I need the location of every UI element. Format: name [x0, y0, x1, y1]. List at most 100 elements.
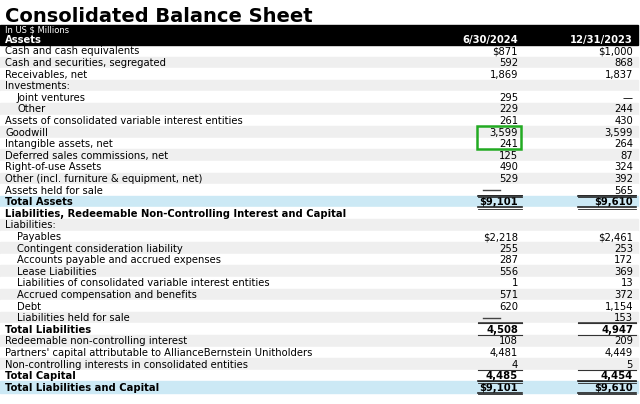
Text: 295: 295 — [499, 93, 518, 103]
Text: Redeemable non-controlling interest: Redeemable non-controlling interest — [5, 337, 187, 347]
Text: Liabilities of consolidated variable interest entities: Liabilities of consolidated variable int… — [17, 278, 269, 288]
Text: Intangible assets, net: Intangible assets, net — [5, 139, 113, 149]
Text: 229: 229 — [499, 105, 518, 114]
Bar — [0, 103, 638, 115]
Text: Assets: Assets — [5, 35, 42, 45]
Text: 3,599: 3,599 — [605, 128, 633, 138]
Text: $2,218: $2,218 — [483, 232, 518, 242]
Text: 241: 241 — [499, 139, 518, 149]
Text: 108: 108 — [499, 337, 518, 347]
Text: 490: 490 — [499, 162, 518, 173]
Bar — [0, 207, 638, 219]
Text: Payables: Payables — [17, 232, 61, 242]
Text: Other (incl. furniture & equipment, net): Other (incl. furniture & equipment, net) — [5, 174, 202, 184]
Text: Total Liabilities: Total Liabilities — [5, 325, 91, 335]
Bar — [0, 358, 638, 370]
Text: Cash and securities, segregated: Cash and securities, segregated — [5, 58, 166, 68]
Text: $2,461: $2,461 — [598, 232, 633, 242]
Text: 4,947: 4,947 — [601, 325, 633, 335]
Text: Partners' capital attributable to AllianceBernstein Unitholders: Partners' capital attributable to Allian… — [5, 348, 312, 358]
Bar — [0, 138, 638, 149]
Text: Receivables, net: Receivables, net — [5, 70, 87, 80]
Text: 4,481: 4,481 — [490, 348, 518, 358]
Bar — [0, 45, 638, 57]
Text: Goodwill: Goodwill — [5, 128, 48, 138]
Text: Liabilities held for sale: Liabilities held for sale — [17, 313, 130, 323]
Bar — [0, 149, 638, 161]
Text: 287: 287 — [499, 255, 518, 265]
Text: Accounts payable and accrued expenses: Accounts payable and accrued expenses — [17, 255, 221, 265]
Bar — [0, 126, 638, 138]
Text: Lease Liabilities: Lease Liabilities — [17, 267, 97, 277]
Text: Other: Other — [17, 105, 45, 114]
Text: 4,485: 4,485 — [486, 371, 518, 381]
Text: 1,869: 1,869 — [490, 70, 518, 80]
Text: 5: 5 — [627, 360, 633, 370]
Text: $9,610: $9,610 — [595, 383, 633, 393]
Text: Contingent consideration liability: Contingent consideration liability — [17, 244, 183, 254]
Bar — [0, 242, 638, 254]
Text: 125: 125 — [499, 151, 518, 161]
Text: Cash and cash equivalents: Cash and cash equivalents — [5, 46, 140, 57]
Bar — [477, 126, 521, 149]
Text: 556: 556 — [499, 267, 518, 277]
Text: In US $ Millions: In US $ Millions — [5, 26, 69, 35]
Text: Consolidated Balance Sheet: Consolidated Balance Sheet — [5, 7, 312, 26]
Text: 4,454: 4,454 — [601, 371, 633, 381]
Bar — [0, 161, 638, 173]
Text: 1: 1 — [511, 278, 518, 288]
Text: 87: 87 — [620, 151, 633, 161]
Text: 430: 430 — [614, 116, 633, 126]
Text: Total Capital: Total Capital — [5, 371, 76, 381]
Bar — [0, 57, 638, 68]
Text: Total Assets: Total Assets — [5, 197, 73, 207]
Text: 324: 324 — [614, 162, 633, 173]
Text: Investments:: Investments: — [5, 81, 70, 91]
Bar — [0, 277, 638, 288]
Text: 529: 529 — [499, 174, 518, 184]
Bar — [0, 300, 638, 312]
Text: 392: 392 — [614, 174, 633, 184]
Bar — [0, 80, 638, 91]
Bar — [0, 25, 638, 45]
Bar — [0, 173, 638, 184]
Text: 253: 253 — [614, 244, 633, 254]
Text: 620: 620 — [499, 302, 518, 312]
Text: $9,101: $9,101 — [479, 197, 518, 207]
Bar — [0, 219, 638, 231]
Text: 264: 264 — [614, 139, 633, 149]
Text: 565: 565 — [614, 186, 633, 196]
Text: Assets of consolidated variable interest entities: Assets of consolidated variable interest… — [5, 116, 243, 126]
Text: 1,154: 1,154 — [605, 302, 633, 312]
Bar — [0, 231, 638, 242]
Text: $9,101: $9,101 — [479, 383, 518, 393]
Text: 209: 209 — [614, 337, 633, 347]
Text: Liabilities:: Liabilities: — [5, 221, 56, 231]
Bar — [0, 381, 638, 393]
Text: Joint ventures: Joint ventures — [17, 93, 86, 103]
Text: 369: 369 — [614, 267, 633, 277]
Bar — [0, 196, 638, 207]
Text: 592: 592 — [499, 58, 518, 68]
Text: 255: 255 — [499, 244, 518, 254]
Text: 1,837: 1,837 — [605, 70, 633, 80]
Text: $1,000: $1,000 — [598, 46, 633, 57]
Text: 6/30/2024: 6/30/2024 — [462, 35, 518, 45]
Bar — [0, 335, 638, 347]
Text: 571: 571 — [499, 290, 518, 300]
Bar — [0, 68, 638, 80]
Text: Total Liabilities and Capital: Total Liabilities and Capital — [5, 383, 159, 393]
Text: $9,610: $9,610 — [595, 197, 633, 207]
Text: 153: 153 — [614, 313, 633, 323]
Bar — [0, 91, 638, 103]
Bar — [0, 288, 638, 300]
Text: 244: 244 — [614, 105, 633, 114]
Text: Non-controlling interests in consolidated entities: Non-controlling interests in consolidate… — [5, 360, 248, 370]
Text: —: — — [623, 93, 633, 103]
Text: 868: 868 — [614, 58, 633, 68]
Text: $871: $871 — [493, 46, 518, 57]
Text: Assets held for sale: Assets held for sale — [5, 186, 103, 196]
Text: 172: 172 — [614, 255, 633, 265]
Text: 3,599: 3,599 — [490, 128, 518, 138]
Text: 4,449: 4,449 — [605, 348, 633, 358]
